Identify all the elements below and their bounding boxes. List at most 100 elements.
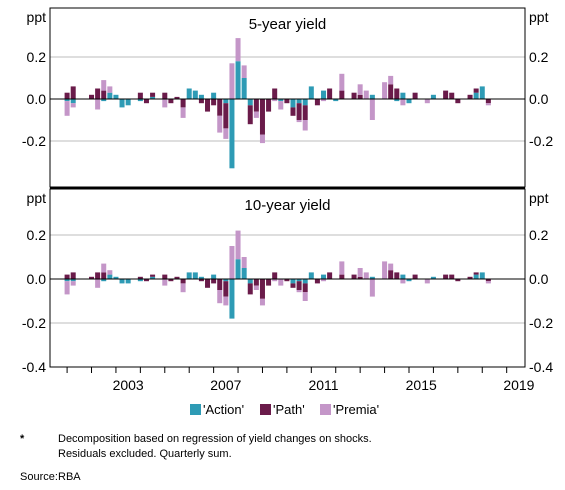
bar-action: [394, 99, 400, 102]
y-tick-label-left: 0.2: [27, 227, 47, 243]
bar-action: [241, 78, 247, 99]
bar-premia: [388, 263, 394, 271]
bar-action: [70, 99, 76, 104]
bar-path: [247, 105, 253, 125]
bar-premia: [162, 99, 168, 108]
x-tick-label: 2003: [113, 377, 144, 393]
bar-premia: [357, 268, 363, 277]
bar-action: [223, 99, 229, 104]
bar-action: [235, 259, 241, 279]
x-axis: 2003 2007 2011 2015 2019: [66, 367, 535, 393]
bar-premia: [363, 90, 369, 99]
bar-path: [180, 99, 186, 108]
bar-premia: [363, 272, 369, 279]
bar-path: [412, 274, 418, 279]
bar-action: [64, 99, 70, 102]
bar-path: [223, 281, 229, 297]
bar-action: [150, 96, 156, 99]
bar-path: [394, 272, 400, 279]
bar-action: [211, 274, 217, 279]
bar-path: [64, 274, 70, 279]
y-tick-label-right: -0.2: [529, 315, 553, 331]
bar-premia: [382, 82, 388, 99]
bar-premia: [180, 283, 186, 293]
bar-path: [290, 283, 296, 288]
bar-path: [290, 107, 296, 116]
bar-action: [247, 99, 253, 106]
bar-path: [174, 96, 180, 99]
bar-action: [107, 92, 113, 99]
legend-label: 'Action': [203, 402, 244, 417]
bar-path: [302, 283, 308, 293]
bar-premia: [101, 263, 107, 273]
bar-premia: [369, 279, 375, 297]
bar-premia: [485, 103, 491, 106]
bar-action: [400, 92, 406, 99]
bar-action: [430, 94, 436, 99]
bar-path: [449, 274, 455, 279]
footnote-line-2: Residuals excluded. Quarterly sum.: [58, 448, 232, 460]
unit-label-left: ppt: [27, 9, 47, 25]
bar-premia: [272, 99, 278, 102]
y-tick-label-right: -0.2: [529, 133, 553, 149]
y-tick-label-right: -0.4: [529, 359, 553, 375]
bar-premia: [235, 230, 241, 260]
bar-path: [64, 92, 70, 99]
x-tick-label: 2019: [503, 377, 534, 393]
bar-path: [174, 276, 180, 279]
bar-path: [89, 94, 95, 99]
bar-premia: [400, 279, 406, 284]
bar-action: [302, 99, 308, 106]
bar-action: [64, 279, 70, 282]
bar-premia: [321, 99, 327, 102]
bar-action: [186, 88, 192, 99]
bar-path: [296, 281, 302, 290]
y-tick-label-left: 0.0: [27, 91, 47, 107]
bar-premia: [64, 281, 70, 295]
source-value: RBA: [58, 471, 81, 483]
bar-path: [168, 279, 174, 282]
y-tick-label-left: 0.0: [27, 271, 47, 287]
bar-action: [430, 276, 436, 279]
yield-decomposition-chart: 0.2 0.2 0.0 0.0 -0.2 -0.2 ppt ppt 5-year yield 0…: [22, 7, 553, 417]
y-tick-label-right: 0.2: [529, 227, 549, 243]
bar-action: [211, 92, 217, 99]
bar-action: [125, 279, 131, 284]
bar-path: [443, 90, 449, 99]
bar-path: [223, 103, 229, 129]
bar-path: [266, 279, 272, 286]
bar-action: [70, 279, 76, 282]
bar-action: [473, 92, 479, 99]
bar-action: [229, 99, 235, 169]
bar-action: [101, 279, 107, 282]
y-tick-label-right: 0.2: [529, 49, 549, 65]
bar-path: [272, 88, 278, 99]
bar-premia: [253, 285, 259, 290]
bar-premia: [400, 99, 406, 106]
bar-path: [70, 86, 76, 99]
bar-path: [137, 92, 143, 99]
bar-action: [125, 99, 131, 106]
bar-path: [296, 103, 302, 120]
bar-path: [412, 92, 418, 99]
footnote-mark: *: [20, 433, 25, 445]
bar-path: [449, 92, 455, 99]
bar-premia: [424, 99, 430, 104]
y-tick-label-left: 0.2: [27, 49, 47, 65]
bar-premia: [302, 292, 308, 301]
bar-action: [241, 268, 247, 279]
bar-action: [113, 276, 119, 279]
bar-action: [308, 272, 314, 279]
y-tick-label-left: -0.2: [22, 315, 46, 331]
bar-path: [247, 283, 253, 295]
bar-premia: [302, 120, 308, 131]
bar-premia: [70, 103, 76, 108]
bar-path: [284, 279, 290, 282]
bar-premia: [321, 279, 327, 282]
bar-premia: [339, 261, 345, 275]
bar-premia: [223, 296, 229, 306]
bar-premia: [259, 298, 265, 306]
bar-path: [150, 92, 156, 97]
bar-path: [162, 274, 168, 279]
bar-premia: [107, 86, 113, 93]
